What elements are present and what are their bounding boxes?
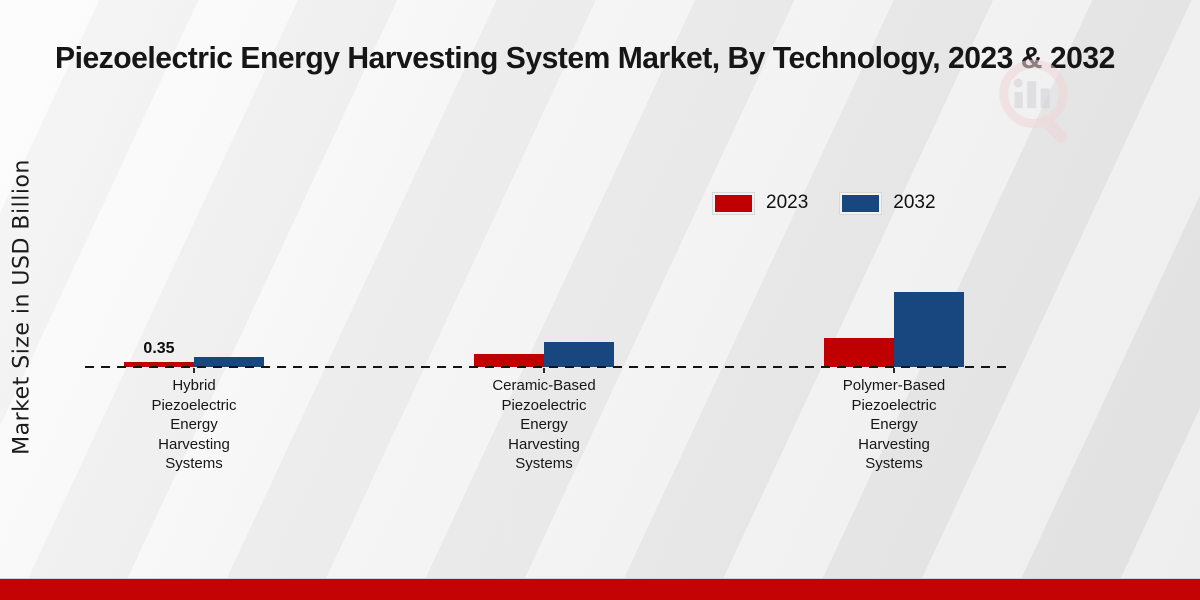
x-axis-baseline: [85, 366, 1007, 368]
legend: 2023 2032: [712, 191, 936, 215]
x-axis-tick: [893, 368, 895, 373]
bar-2032-category-1: [544, 342, 614, 367]
chart-title: Piezoelectric Energy Harvesting System M…: [55, 40, 1115, 75]
category-label-2: Polymer-Based Piezoelectric Energy Harve…: [842, 377, 946, 472]
legend-swatch-2032: [839, 191, 883, 215]
legend-label: 2023: [766, 192, 809, 213]
bar-2032-category-2: [894, 292, 964, 367]
magnifier-bar-chart-logo-icon: [999, 59, 1068, 143]
x-axis-tick: [193, 368, 195, 373]
legend-item-2023: 2023: [712, 191, 809, 215]
legend-item-2032: 2032: [839, 191, 936, 215]
x-axis-tick: [543, 368, 545, 373]
bar-2023-category-2: [824, 338, 894, 367]
legend-swatch-2023: [712, 191, 755, 215]
footer-red-bar: [0, 578, 1200, 600]
legend-label: 2032: [893, 192, 936, 213]
bar-2032-category-0: [194, 357, 264, 367]
magnifier-bar-chart-logo-watermark: [993, 56, 1083, 146]
category-label-0: Hybrid Piezoelectric Energy Harvesting S…: [151, 377, 237, 472]
bar-2023-category-0: [124, 362, 194, 367]
bar-value-label: 0.35: [143, 340, 175, 357]
category-label-1: Ceramic-Based Piezoelectric Energy Harve…: [492, 377, 596, 472]
bar-2023-category-1: [474, 354, 544, 367]
